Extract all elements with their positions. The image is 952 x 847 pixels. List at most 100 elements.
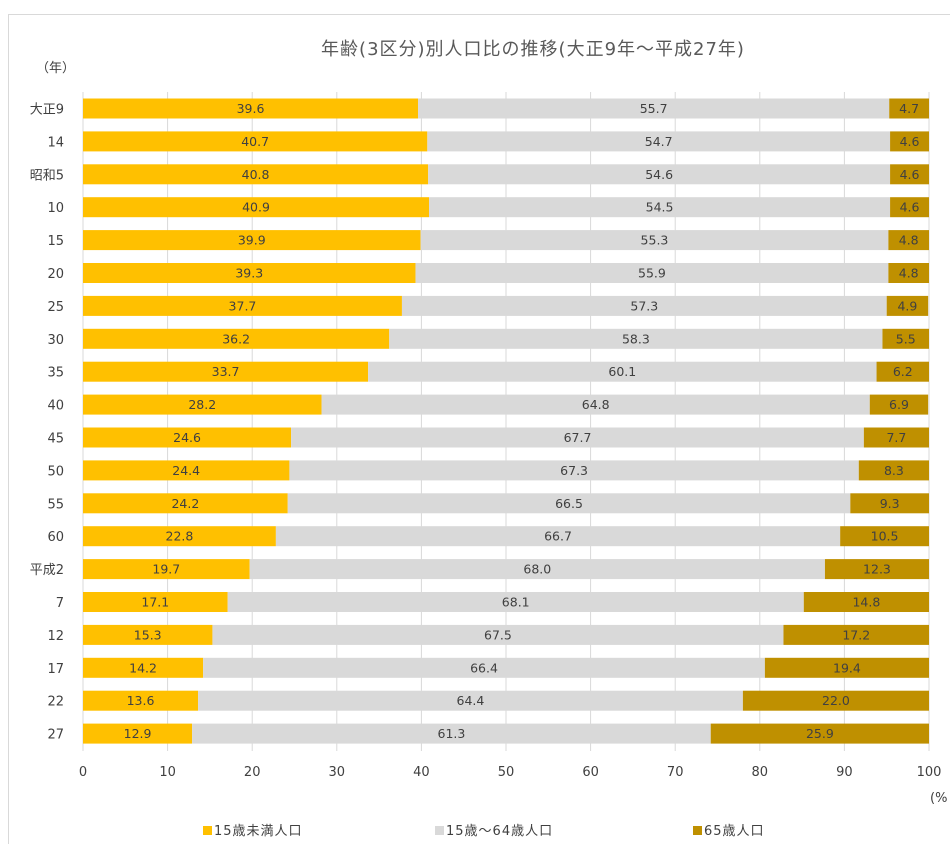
category-label: 平成2	[30, 563, 64, 578]
bar-segment-series-2	[227, 592, 804, 612]
bar-segment-series-3	[742, 690, 929, 711]
x-tick-label: 100	[917, 765, 942, 780]
category-label: 25	[47, 300, 64, 315]
data-label: 64.8	[582, 397, 610, 412]
bar-segment-series-1	[83, 460, 290, 481]
bar-segment-series-3	[888, 263, 929, 283]
bar-segment-series-1	[83, 690, 199, 711]
bar-segment-series-3	[869, 394, 929, 415]
bar-segment-series-1	[83, 559, 250, 580]
bar-segment-series-1	[83, 624, 213, 645]
bar-segment-series-3	[890, 164, 929, 185]
legend-swatch-1	[203, 826, 212, 835]
category-label: 55	[47, 497, 64, 512]
legend-label-1: 15歳未満人口	[214, 824, 303, 839]
x-tick-label: 70	[667, 765, 684, 780]
category-label: 35	[47, 366, 64, 381]
bar-segment-series-3	[803, 592, 929, 612]
category-label: 大正9	[30, 103, 64, 118]
bar-segment-series-2	[401, 295, 887, 316]
bar-segment-series-3	[886, 295, 929, 316]
bar-segment-series-3	[882, 328, 929, 349]
data-label: 5.5	[896, 331, 916, 346]
data-label: 57.3	[630, 298, 658, 313]
data-label: 39.6	[237, 101, 265, 116]
bar-segment-series-1	[83, 131, 428, 152]
chart-frame	[8, 14, 950, 844]
bar-segment-series-2	[275, 526, 841, 547]
data-label: 55.3	[641, 233, 669, 248]
data-label: 66.5	[555, 496, 583, 511]
category-label: 40	[47, 399, 64, 414]
bar-segment-series-2	[389, 328, 883, 349]
data-label: 4.8	[899, 266, 919, 281]
x-tick-label: 50	[498, 765, 515, 780]
data-label: 4.6	[900, 200, 920, 215]
data-label: 13.6	[127, 693, 155, 708]
bar-segment-series-2	[418, 98, 890, 119]
category-label: 22	[47, 695, 64, 710]
category-label: 昭和5	[30, 168, 64, 183]
data-label: 8.3	[884, 463, 904, 478]
x-tick-label: 80	[752, 765, 769, 780]
bar-segment-series-1	[83, 657, 204, 678]
data-label: 36.2	[222, 331, 250, 346]
data-label: 39.9	[238, 233, 266, 248]
bar-segment-series-3	[840, 526, 929, 547]
data-label: 22.0	[822, 693, 850, 708]
legend: 15歳未満人口 15歳～64歳人口 65歳人口	[203, 824, 765, 839]
data-label: 6.2	[893, 364, 913, 379]
bar-segment-series-1	[83, 394, 322, 415]
x-tick-label: 10	[159, 765, 176, 780]
data-label: 4.6	[900, 134, 920, 149]
bar-segment-series-1	[83, 427, 292, 448]
data-label: 4.6	[900, 167, 920, 182]
bar-segment-series-2	[427, 131, 891, 152]
bar-segment-series-3	[764, 657, 929, 678]
bar-segment-series-3	[888, 230, 929, 251]
category-label: 17	[47, 662, 64, 677]
bar-segment-series-1	[83, 328, 390, 349]
data-label: 24.4	[172, 463, 200, 478]
x-tick-label: 30	[329, 765, 346, 780]
bar-segment-series-3	[858, 460, 929, 481]
data-label: 40.9	[242, 200, 270, 215]
bars: 39.6 55.7 4.7 40.7 54.7 4.6 40.8 54.6 4.6 40.9 54.…	[83, 98, 929, 744]
category-label: 27	[47, 728, 64, 743]
data-label: 17.1	[141, 595, 169, 610]
bar-segment-series-2	[429, 197, 891, 218]
bar-segment-series-2	[321, 394, 870, 415]
category-label: 14	[47, 135, 64, 150]
bar-segment-series-1	[83, 592, 228, 612]
category-label: 20	[47, 267, 64, 282]
data-label: 55.9	[638, 266, 666, 281]
legend-label-3: 65歳人口	[704, 824, 765, 839]
category-label: 30	[47, 333, 64, 348]
chart-title: 年齢(3区分)別人口比の推移(大正9年～平成27年)	[321, 39, 745, 60]
bar-segment-series-2	[415, 263, 889, 283]
x-tick-label: 40	[413, 765, 430, 780]
bar-segment-series-2	[203, 657, 765, 678]
data-label: 55.7	[640, 101, 668, 116]
gridlines	[82, 92, 930, 751]
bar-segment-series-1	[83, 197, 430, 218]
bar-segment-series-1	[83, 230, 421, 251]
bar-segment-series-1	[83, 98, 419, 119]
bar-segment-series-2	[420, 230, 889, 251]
category-label: 12	[47, 629, 64, 644]
bar-segment-series-1	[83, 263, 416, 283]
category-label: 45	[47, 432, 64, 447]
data-label: 39.3	[235, 266, 263, 281]
data-label: 40.7	[241, 134, 269, 149]
bar-segment-series-3	[824, 559, 929, 580]
bar-segment-series-2	[198, 690, 743, 711]
bar-segment-series-1	[83, 295, 402, 316]
data-label: 67.7	[564, 430, 592, 445]
bar-segment-series-1	[83, 493, 288, 514]
bar-segment-series-3	[863, 427, 929, 448]
data-label: 19.4	[833, 660, 861, 675]
data-label: 61.3	[438, 726, 466, 741]
data-label: 58.3	[622, 331, 650, 346]
data-label: 68.1	[502, 595, 530, 610]
